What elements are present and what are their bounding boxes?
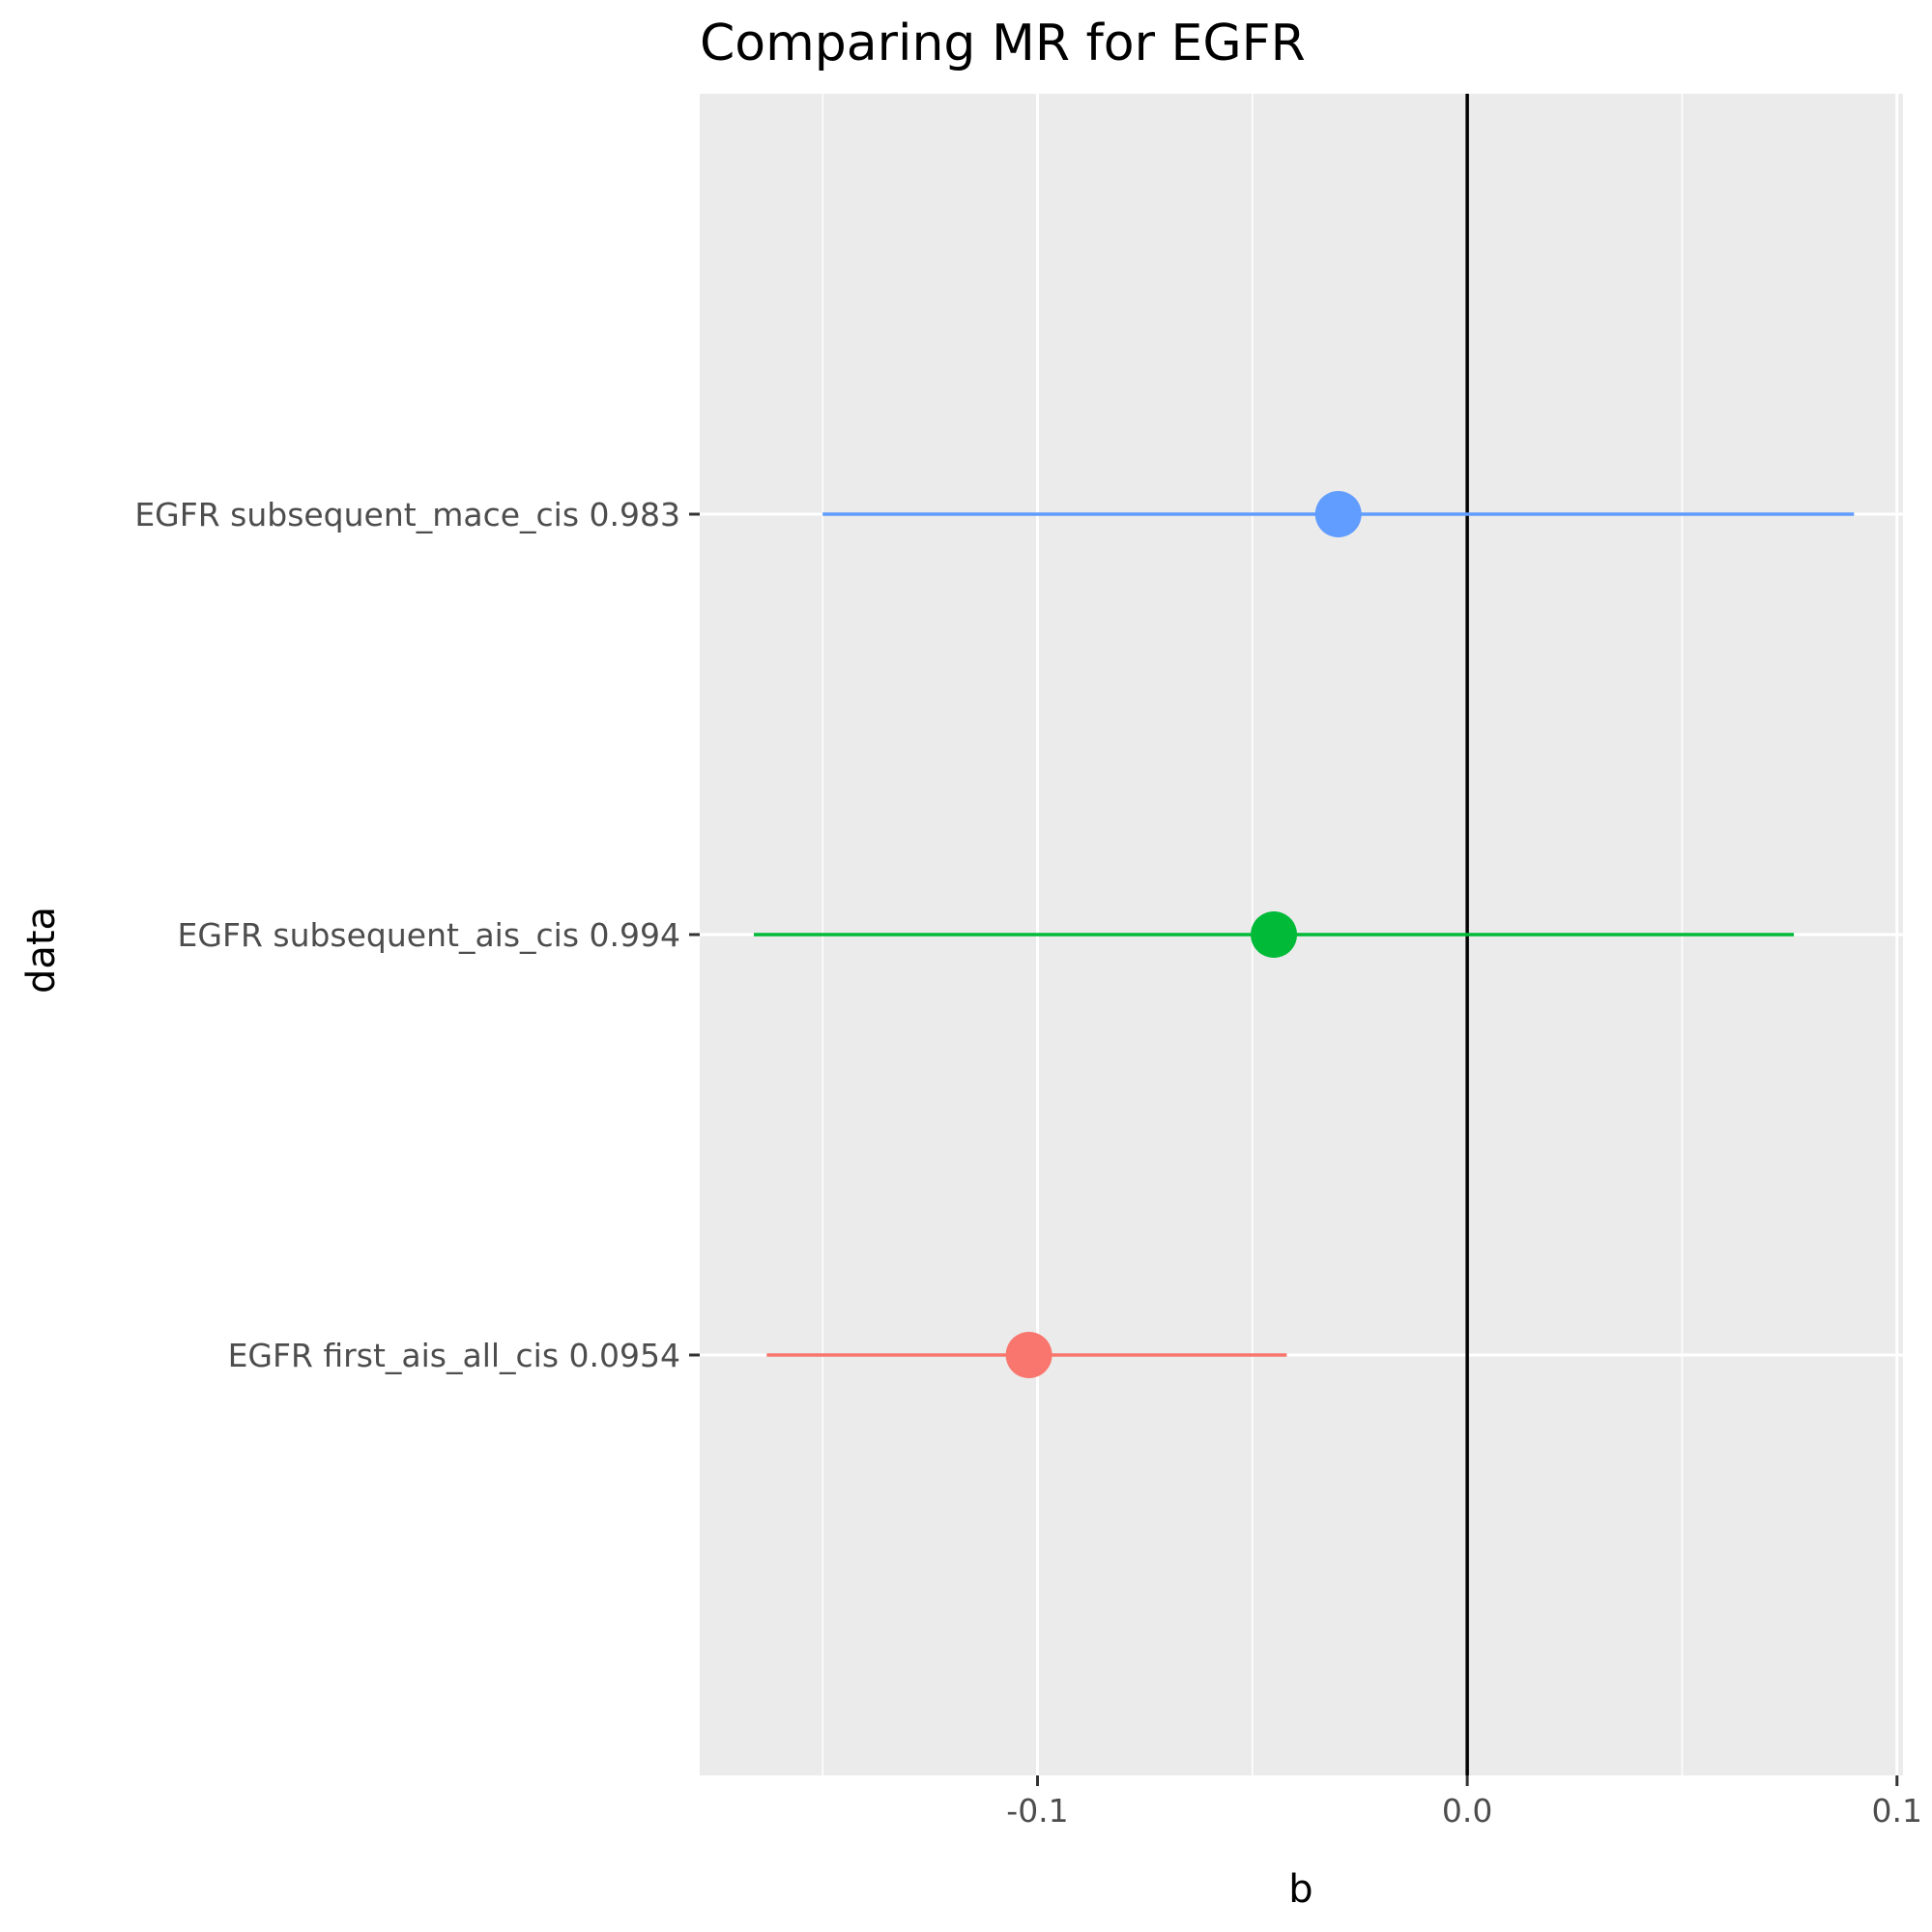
point-estimates <box>1005 491 1362 1378</box>
x-tick-label: -0.1 <box>1006 1792 1068 1830</box>
y-tick-label: EGFR first_ais_all_cis 0.0954 <box>228 1337 680 1374</box>
y-tick-label: EGFR subsequent_mace_cis 0.983 <box>134 496 680 533</box>
point-estimate <box>1251 911 1298 958</box>
y-axis-title: data <box>19 907 64 994</box>
y-tick-label: EGFR subsequent_ais_cis 0.994 <box>178 916 680 954</box>
x-axis-ticks: -0.1 0.0 0.1 <box>1006 1775 1922 1830</box>
chart-title: Comparing MR for EGFR <box>700 14 1306 72</box>
y-axis-ticks: EGFR first_ais_all_cis 0.0954 EGFR subseq… <box>134 496 700 1374</box>
point-estimate <box>1314 491 1362 537</box>
x-tick-label: 0.0 <box>1442 1792 1492 1830</box>
x-tick-label: 0.1 <box>1872 1792 1922 1830</box>
x-axis-title: b <box>1288 1867 1312 1912</box>
point-estimate <box>1005 1332 1053 1378</box>
